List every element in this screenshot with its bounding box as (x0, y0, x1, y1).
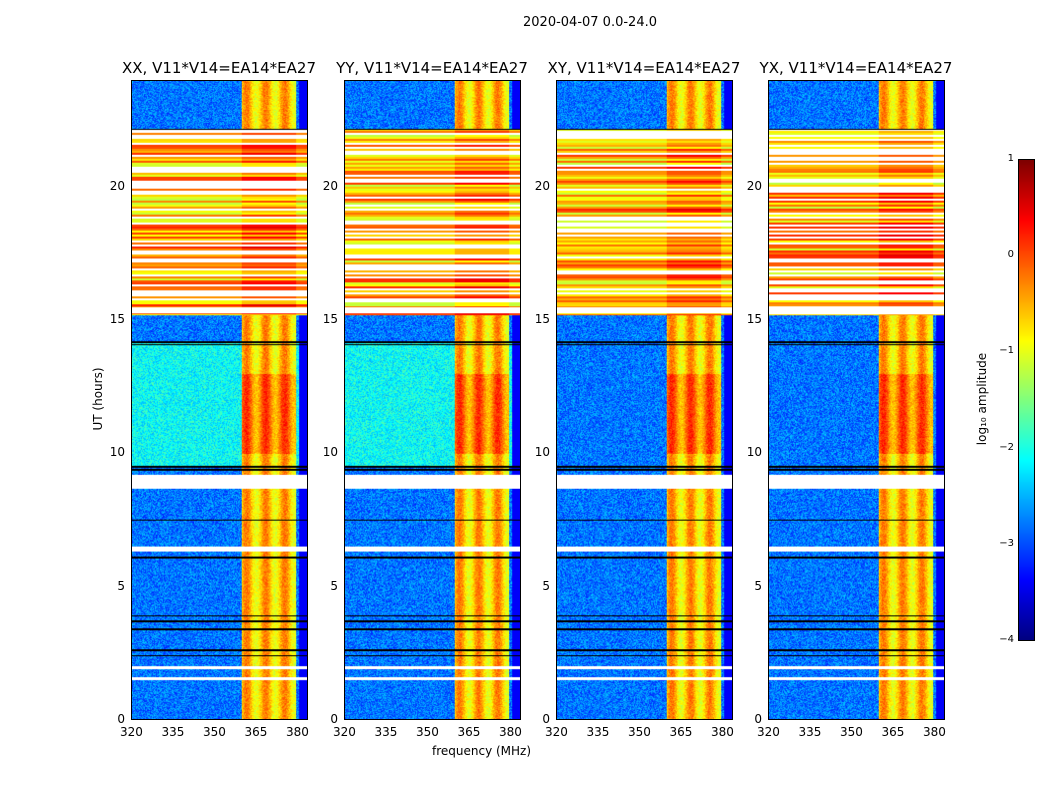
x-tick-label: 380 (285, 725, 309, 739)
y-tick-label: 20 (322, 178, 338, 193)
x-tick-label: 320 (757, 725, 780, 739)
heatmap-panel (131, 80, 308, 720)
y-tick-label: 5 (330, 578, 338, 593)
x-tick-label: 320 (120, 725, 143, 739)
colorbar-tick-label: −2 (999, 441, 1014, 453)
panel-title: YY, V11*V14=EA14*EA27 (336, 59, 528, 77)
x-tick-label: 350 (415, 725, 439, 739)
x-tick-label: 365 (881, 725, 905, 739)
colorbar (1018, 159, 1035, 641)
y-tick-label: 10 (322, 445, 338, 460)
y-tick-label: 0 (542, 712, 550, 726)
y-tick-label: 20 (746, 178, 762, 193)
y-tick-label: 10 (746, 445, 762, 460)
x-tick-label: 365 (457, 725, 481, 739)
x-tick-label: 335 (374, 725, 398, 739)
y-tick-label: 0 (117, 712, 125, 726)
heatmap-panel (344, 80, 521, 720)
y-tick-label: 15 (534, 312, 550, 326)
x-tick-label: 350 (627, 725, 651, 739)
y-tick-label: 20 (109, 178, 125, 193)
panel-title: YX, V11*V14=EA14*EA27 (759, 59, 953, 77)
y-tick-label: 15 (322, 312, 338, 326)
colorbar-tick-label: 1 (1007, 153, 1014, 164)
y-tick-label: 0 (330, 712, 338, 726)
x-tick-label: 380 (498, 725, 522, 739)
x-tick-label: 320 (545, 725, 568, 739)
y-axis-label: UT (hours) (91, 367, 105, 431)
y-tick-label: 15 (746, 312, 762, 326)
y-tick-label: 10 (534, 445, 550, 460)
y-tick-label: 20 (534, 178, 550, 193)
y-tick-label: 15 (109, 312, 125, 326)
x-tick-label: 365 (669, 725, 693, 739)
x-tick-label: 335 (798, 725, 822, 739)
y-tick-label: 10 (109, 445, 125, 460)
colorbar-tick-label: −1 (999, 345, 1014, 357)
y-tick-label: 0 (754, 712, 762, 726)
figure-title: 2020-04-07 0.0-24.0 (523, 15, 657, 30)
colorbar-label: log₁₀ amplitude (975, 352, 989, 446)
x-axis-label: frequency (MHz) (432, 744, 532, 758)
x-tick-label: 350 (202, 725, 226, 739)
colorbar-tick-label: 0 (1007, 249, 1014, 261)
x-tick-label: 320 (333, 725, 356, 739)
x-tick-label: 365 (244, 725, 268, 739)
panel-title: XY, V11*V14=EA14*EA27 (547, 59, 741, 77)
y-tick-label: 5 (754, 578, 762, 593)
heatmap-panel (556, 80, 733, 720)
heatmap-panel (768, 80, 945, 720)
panel-title: XX, V11*V14=EA14*EA27 (121, 59, 316, 77)
x-tick-label: 350 (839, 725, 863, 739)
colorbar-tick-label: −4 (999, 634, 1014, 645)
y-tick-label: 5 (117, 578, 125, 593)
y-tick-label: 5 (542, 578, 550, 593)
colorbar-tick-label: −3 (999, 537, 1014, 549)
x-tick-label: 335 (586, 725, 610, 739)
x-tick-label: 380 (922, 725, 946, 739)
x-tick-label: 335 (161, 725, 185, 739)
x-tick-label: 380 (710, 725, 734, 739)
